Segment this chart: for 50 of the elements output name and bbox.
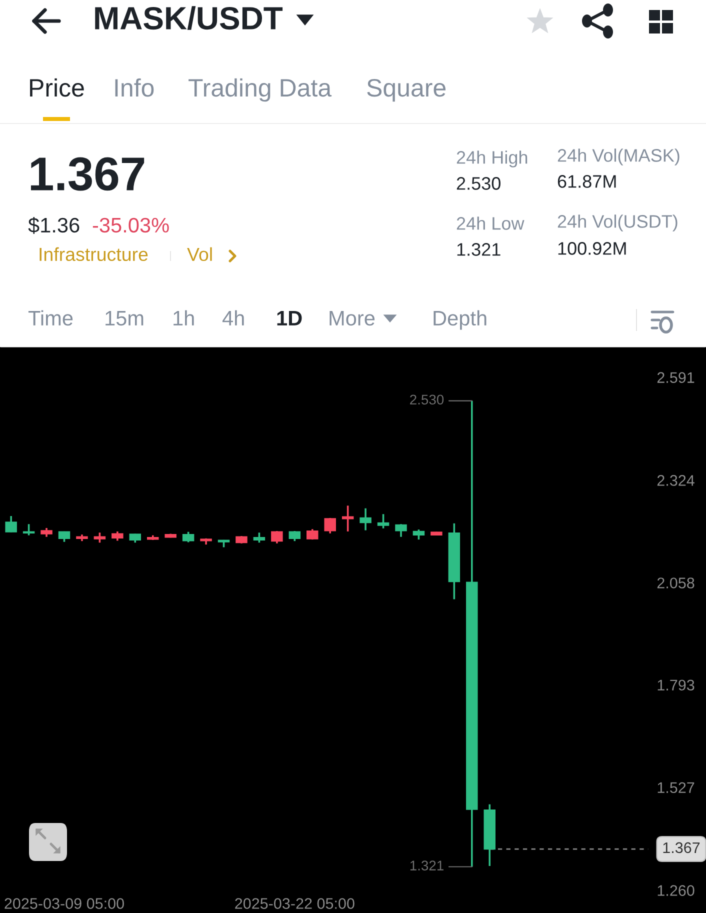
candlestick — [271, 530, 283, 544]
text: 24h Vol(MASK) — [558, 148, 680, 166]
text: -35.03% — [92, 218, 169, 233]
text: 1D — [277, 311, 302, 326]
candlestick — [412, 528, 425, 540]
candlestick — [360, 507, 372, 532]
text: Infrastructure — [40, 247, 148, 262]
text: Depth — [434, 310, 486, 330]
candlestick — [182, 530, 194, 544]
candlestick — [288, 530, 301, 542]
text: Time — [28, 310, 73, 326]
text: Price — [30, 78, 84, 97]
x-tick-label: 2025-03-09 05:00 — [4, 898, 124, 909]
text: Trading Data — [188, 78, 332, 102]
candlestick — [395, 523, 407, 538]
text: 4h — [222, 310, 244, 326]
x-tick-label: 2025-03-22 05:00 — [235, 898, 354, 909]
candlestick — [112, 530, 124, 542]
text: Vol — [187, 247, 212, 262]
ref-line-label: 1.367 — [663, 842, 700, 854]
text: 1.321 — [457, 243, 500, 256]
text: $1.36 — [28, 216, 80, 234]
text: 1.367 — [30, 157, 144, 191]
candlestick — [324, 517, 336, 534]
candlestick — [253, 532, 266, 544]
y-tick-label: 2.324 — [657, 475, 694, 486]
y-tick-label: 1.527 — [658, 782, 694, 794]
text: 61.87M — [558, 175, 616, 188]
text: 2.530 — [456, 177, 500, 190]
text: Square — [367, 79, 446, 102]
chart-title: MASK/USDT — [95, 6, 283, 30]
text: 100.92M — [558, 242, 626, 255]
candlestick — [22, 523, 35, 536]
y-tick-label: 1.793 — [658, 680, 694, 691]
y-tick-label: 1.260 — [658, 885, 694, 896]
candlestick — [5, 515, 17, 534]
text: Info — [115, 78, 154, 97]
candlestick — [342, 504, 354, 532]
y-tick-label: 2.058 — [657, 578, 694, 588]
candlestick — [377, 513, 390, 530]
text: 24h High — [456, 150, 528, 168]
annotation: 1.321 — [410, 860, 444, 870]
text: 1h — [174, 310, 194, 326]
text: 24h Vol(USDT) — [558, 214, 678, 232]
text: 15m — [106, 311, 144, 326]
y-tick-label: 2.591 — [657, 372, 694, 383]
text: More — [330, 311, 375, 326]
text: 24h Low — [456, 216, 524, 230]
annotation: 2.530 — [410, 394, 444, 405]
candlestick — [94, 532, 106, 544]
